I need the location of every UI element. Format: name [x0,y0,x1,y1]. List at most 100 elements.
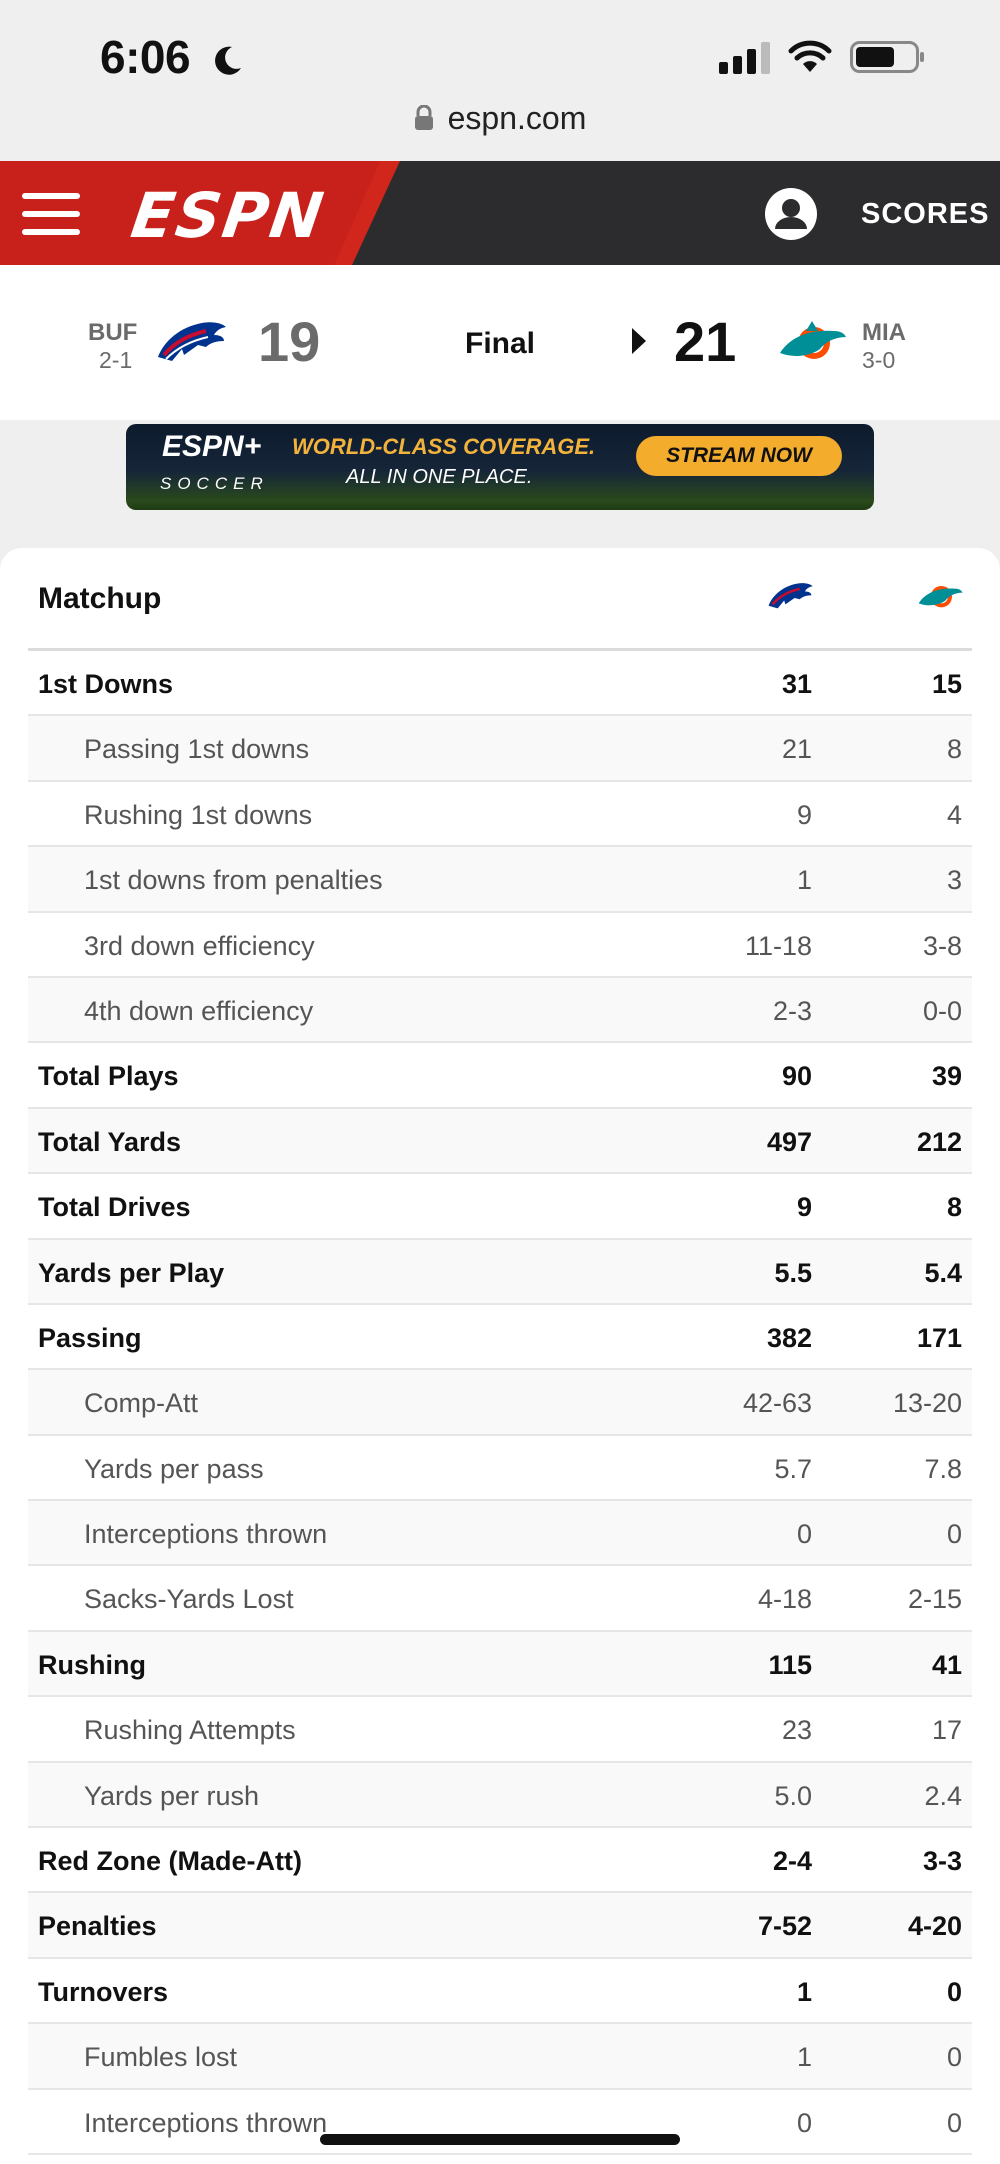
stat-row: Interceptions thrown 0 0 [28,1501,972,1567]
stat-label: Turnovers [38,1976,169,2007]
stat-value-home: 4-20 [907,1911,962,1942]
stat-label: 1st downs from penalties [84,865,383,896]
stat-value-home: 0 [946,1519,962,1550]
stat-value-away: 2-3 [772,995,812,1026]
moon-icon [215,46,241,75]
stat-value-home: 41 [931,1649,962,1680]
stat-row: Comp-Att 42-63 13-20 [28,1370,972,1436]
status-bar: 6:06 espn.com [0,0,1000,160]
stat-value-away: 0 [796,2107,812,2138]
stat-value-home: 39 [931,1061,962,1092]
stat-row: 4th down efficiency 2-3 0-0 [28,977,972,1044]
profile-icon[interactable] [764,187,818,241]
stat-label: Interceptions thrown [84,2107,328,2138]
stat-value-home: 8 [946,1192,962,1223]
stat-value-away: 5.7 [774,1453,812,1484]
stat-value-home: 0 [946,2107,962,2138]
stat-row: Yards per rush 5.0 2.4 [28,1762,972,1829]
home-indicator[interactable] [320,2134,680,2145]
stat-value-away: 21 [781,734,812,765]
scores-link[interactable]: SCORES [861,198,990,230]
stat-value-away: 23 [781,1715,812,1746]
stat-label: Rushing 1st downs [84,799,313,830]
espn-plus-ad-banner[interactable]: ESPN+ SOCCER WORLD-CLASS COVERAGE. ALL I… [126,424,874,510]
stat-value-away: 115 [768,1649,812,1680]
home-team-record: 3-0 [862,347,896,373]
stat-value-home: 212 [916,1126,962,1157]
stat-value-away: 9 [796,1192,812,1223]
stat-value-away: 1 [796,1976,812,2007]
stat-value-away: 9 [796,799,812,830]
stat-label: Penalties [38,1911,157,1942]
stat-value-away: 42-63 [742,1388,812,1419]
stat-label: Yards per rush [84,1780,260,1811]
address-bar[interactable]: espn.com [0,100,1000,137]
status-time: 6:06 [100,31,191,83]
scoreboard[interactable]: BUF 2-1 19 Final 21 MIA 3-0 [0,265,1000,420]
stat-row: Total Drives 9 8 [28,1174,972,1240]
stat-row: 1st Downs 31 15 [28,651,972,717]
winner-arrow-icon [632,328,646,354]
stat-row: Rushing 115 41 [28,1631,972,1698]
stat-label: Total Yards [38,1126,182,1157]
stream-now-button[interactable]: STREAM NOW [636,436,842,476]
stat-value-away: 5.0 [774,1780,812,1811]
url-text: espn.com [447,100,587,136]
stat-value-home: 5.4 [924,1257,962,1288]
home-team-abbr: MIA [862,319,906,346]
stat-value-away: 90 [781,1061,812,1092]
espn-header: ESPN SCORES [0,161,1000,265]
stat-row: Fumbles lost 1 0 [28,2024,972,2090]
stat-row: Rushing Attempts 23 17 [28,1697,972,1763]
away-team-record: 2-1 [99,347,133,373]
stat-value-away: 1 [796,2042,812,2073]
ad-headline: WORLD-CLASS COVERAGE. [292,434,596,459]
stat-value-home: 171 [916,1322,962,1353]
stat-label: Total Drives [38,1192,191,1223]
espn-logo[interactable]: ESPN [126,179,330,252]
stat-value-home: 2.4 [924,1780,962,1811]
stat-label: Passing [38,1322,142,1353]
stat-label: 4th down efficiency [84,995,314,1026]
stat-label: Yards per pass [84,1453,264,1484]
stat-label: Rushing [38,1649,146,1680]
status-icons [719,40,926,74]
stat-row: Yards per pass 5.7 7.8 [28,1436,972,1502]
stat-row: Yards per Play 5.5 5.4 [28,1239,972,1305]
matchup-title: Matchup [38,582,162,615]
stat-value-home: 2-15 [907,1584,962,1615]
stat-value-away: 382 [766,1322,812,1353]
home-score: 21 [674,310,737,373]
stat-value-away: 2-4 [772,1846,812,1877]
ad-brand: ESPN+ [162,430,262,463]
stat-value-home: 3-8 [922,930,962,961]
stat-value-away: 7-52 [757,1911,812,1942]
stat-value-home: 3 [946,865,962,896]
stat-label: Interceptions thrown [84,1519,328,1550]
stat-row: Penalties 7-52 4-20 [28,1893,972,1959]
stat-value-home: 13-20 [892,1388,962,1419]
stat-value-home: 3-3 [922,1846,962,1877]
stat-row: 3rd down efficiency 11-18 3-8 [28,913,972,978]
stat-row: 1st downs from penalties 1 3 [28,847,972,913]
away-team-abbr: BUF [88,319,138,346]
stat-row: Sacks-Yards Lost 4-18 2-15 [28,1566,972,1632]
menu-icon[interactable] [22,193,80,235]
stat-label: Fumbles lost [84,2042,238,2073]
battery-icon [850,41,924,73]
stat-value-away: 5.5 [774,1257,812,1288]
bills-column-logo [768,583,813,609]
stat-label: Red Zone (Made-Att) [38,1846,302,1877]
dolphins-column-logo [918,586,963,608]
stat-row: Passing 1st downs 21 8 [28,716,972,782]
stat-label: Yards per Play [38,1257,225,1288]
stat-value-home: 7.8 [924,1453,962,1484]
stat-value-home: 0 [946,2042,962,2073]
stat-row: Interceptions thrown 0 0 [28,2090,972,2155]
matchup-header: Matchup [28,548,972,651]
dolphins-logo [780,321,846,359]
stats-table: 1st Downs 3 1 15 Passing 1st downs 21 8 Rushing… [28,651,972,2155]
stat-value-away: 31 [781,669,812,699]
stat-label: 1st Downs [38,669,174,699]
cellular-signal-icon [719,40,770,74]
